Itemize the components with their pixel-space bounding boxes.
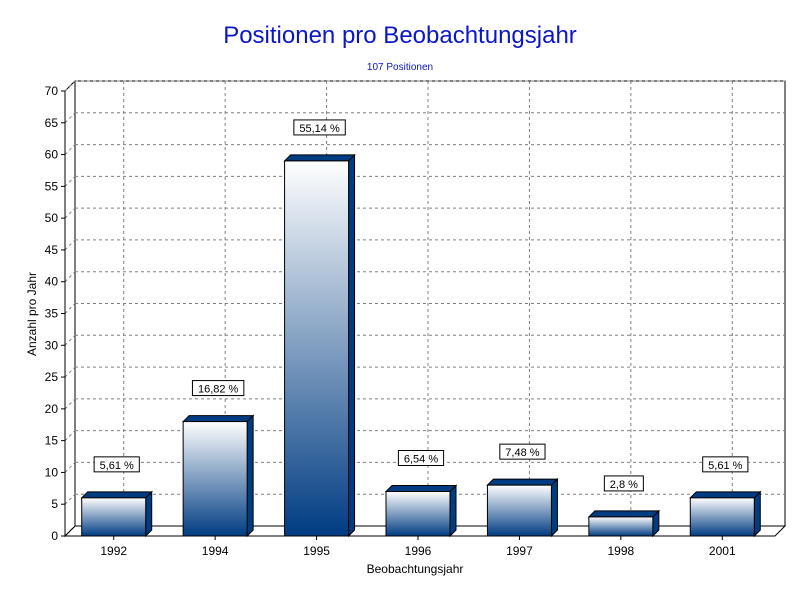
- data-label-box: [191, 380, 245, 397]
- y-axis-label: Anzahl pro Jahr: [25, 272, 39, 356]
- bar-top: [587, 510, 661, 518]
- h-gridline-side: [64, 112, 76, 124]
- h-gridline-side: [64, 398, 76, 410]
- data-label-box: [397, 450, 445, 466]
- y-tick-label: 50: [45, 211, 59, 225]
- x-axis-label: Beobachtungsjahr: [367, 562, 464, 576]
- data-label: 16,82 %: [198, 384, 239, 396]
- y-tick-label: 15: [45, 434, 59, 448]
- y-tick-label: 10: [45, 465, 59, 479]
- y-tick-label: 20: [45, 402, 59, 416]
- chart-title: Positionen pro Beobachtungsjahr: [223, 22, 577, 49]
- data-label-box: [603, 475, 644, 492]
- bar-top: [181, 415, 255, 423]
- x-tick-label: 1996: [405, 544, 432, 558]
- bar-side: [246, 414, 254, 538]
- bar-top: [486, 478, 559, 486]
- data-label-box: [499, 443, 546, 460]
- bar-1994: 16,82 %: [181, 380, 255, 538]
- y-tick-label: 55: [45, 179, 59, 193]
- bar-top: [689, 491, 762, 499]
- data-label-box: [93, 456, 140, 473]
- data-label: 5,61 %: [708, 460, 742, 472]
- x-tick-label: 1994: [202, 544, 229, 558]
- h-gridline-side: [64, 80, 76, 92]
- y-tick-label: 65: [45, 116, 59, 130]
- y-tick-label: 25: [45, 370, 59, 384]
- bar: [588, 516, 654, 537]
- bar-top: [384, 485, 458, 492]
- bar: [385, 491, 451, 537]
- y-axis: 0 5 10 15 20 25 30 35 40 45 50 55 60 65 70: [45, 84, 66, 543]
- y-tick-label: 40: [45, 275, 59, 289]
- h-gridline-side: [64, 207, 76, 219]
- x-tick-label: 1997: [506, 544, 533, 558]
- bar-2001: 5,61 %: [689, 456, 762, 538]
- chart-subtitle: 107 Positionen: [366, 62, 434, 73]
- bar-side: [145, 490, 153, 538]
- y-tick-label: 70: [45, 84, 59, 98]
- bar-1998: 2,8 %: [587, 475, 661, 538]
- data-label: 55,14 %: [299, 123, 340, 135]
- bar-side: [550, 477, 558, 538]
- x-tick-label: 1992: [100, 544, 127, 558]
- x-tick-label: 1995: [303, 544, 330, 558]
- data-label: 2,8 %: [610, 479, 638, 491]
- x-tick-label: 2001: [709, 544, 736, 558]
- h-gridline-side: [64, 239, 76, 251]
- data-label: 6,54 %: [404, 454, 438, 466]
- plot-frame: [63, 79, 787, 538]
- h-gridline-side: [64, 493, 76, 505]
- bar-top: [80, 491, 153, 499]
- bar-1996: 6,54 %: [384, 450, 458, 538]
- y-tick-label: 5: [51, 497, 58, 511]
- y-tick-label: 60: [45, 148, 59, 162]
- y-tick-label: 0: [51, 529, 58, 543]
- h-gridline-side: [64, 144, 76, 155]
- h-gridline-side: [64, 430, 76, 441]
- x-axis: 1992 1994 1995 1996 1997 1998 2001: [65, 535, 775, 558]
- x-tick-label: 1998: [608, 544, 635, 558]
- y-tick-label: 45: [45, 243, 59, 257]
- bar: [182, 421, 248, 537]
- h-gridline-side: [64, 303, 76, 314]
- bar-side: [348, 153, 356, 538]
- h-gridline-side: [64, 366, 76, 378]
- bar-1992: 5,61 %: [80, 456, 153, 538]
- data-label: 7,48 %: [505, 447, 539, 459]
- y-tick-label: 30: [45, 338, 59, 352]
- h-gridline-side: [64, 462, 76, 473]
- data-label-box: [293, 119, 346, 136]
- bar-top: [283, 154, 356, 162]
- data-label-box: [702, 456, 749, 473]
- bar-side: [449, 484, 457, 538]
- h-gridline-side: [64, 176, 76, 187]
- bar-series: 5,61 % 16,82 % 55,14 % 6,54 % 7,48 % 2,8 % 5,6…: [80, 119, 762, 538]
- bar-1995: 55,14 %: [283, 119, 356, 538]
- h-gridline-side: [64, 271, 76, 283]
- bar: [486, 484, 552, 537]
- bar: [81, 497, 147, 537]
- h-gridline-side: [64, 334, 76, 346]
- data-label: 5,61 %: [100, 460, 134, 472]
- y-tick-label: 35: [45, 307, 59, 321]
- bar-1997: 7,48 %: [486, 443, 559, 538]
- bar-side: [753, 490, 761, 538]
- bar: [284, 160, 350, 537]
- bar: [689, 497, 755, 537]
